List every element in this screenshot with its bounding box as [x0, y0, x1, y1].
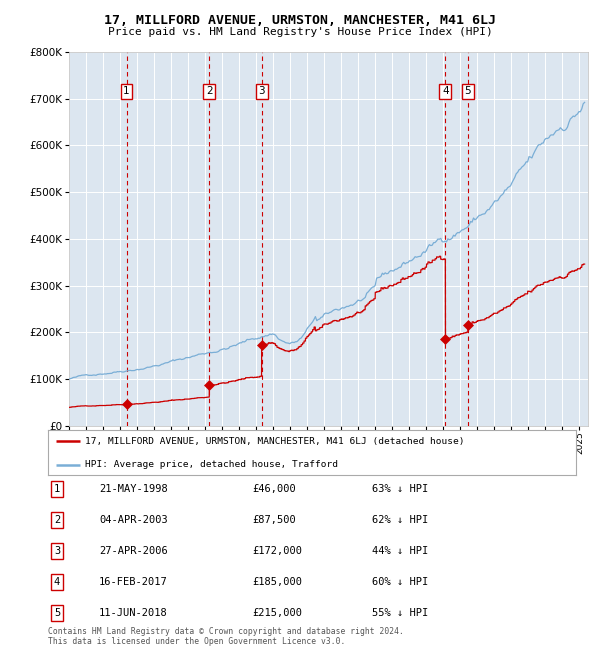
Text: This data is licensed under the Open Government Licence v3.0.: This data is licensed under the Open Gov… — [48, 637, 346, 646]
Text: 3: 3 — [54, 546, 60, 556]
Text: 62% ↓ HPI: 62% ↓ HPI — [372, 515, 428, 525]
Text: 60% ↓ HPI: 60% ↓ HPI — [372, 577, 428, 588]
Text: 11-JUN-2018: 11-JUN-2018 — [99, 608, 168, 618]
Text: 04-APR-2003: 04-APR-2003 — [99, 515, 168, 525]
Text: 2: 2 — [54, 515, 60, 525]
Text: Price paid vs. HM Land Registry's House Price Index (HPI): Price paid vs. HM Land Registry's House … — [107, 27, 493, 37]
Text: 4: 4 — [54, 577, 60, 588]
Text: 21-MAY-1998: 21-MAY-1998 — [99, 484, 168, 494]
Text: 17, MILLFORD AVENUE, URMSTON, MANCHESTER, M41 6LJ: 17, MILLFORD AVENUE, URMSTON, MANCHESTER… — [104, 14, 496, 27]
Text: £87,500: £87,500 — [252, 515, 296, 525]
Text: 3: 3 — [259, 86, 265, 96]
Text: 1: 1 — [123, 86, 130, 96]
Text: 5: 5 — [54, 608, 60, 618]
Text: 4: 4 — [442, 86, 449, 96]
Text: 1: 1 — [54, 484, 60, 494]
Text: 44% ↓ HPI: 44% ↓ HPI — [372, 546, 428, 556]
Text: 55% ↓ HPI: 55% ↓ HPI — [372, 608, 428, 618]
Text: 17, MILLFORD AVENUE, URMSTON, MANCHESTER, M41 6LJ (detached house): 17, MILLFORD AVENUE, URMSTON, MANCHESTER… — [85, 437, 464, 446]
Text: £215,000: £215,000 — [252, 608, 302, 618]
Text: £172,000: £172,000 — [252, 546, 302, 556]
Text: 5: 5 — [464, 86, 471, 96]
Text: 16-FEB-2017: 16-FEB-2017 — [99, 577, 168, 588]
Text: HPI: Average price, detached house, Trafford: HPI: Average price, detached house, Traf… — [85, 460, 338, 469]
Text: 63% ↓ HPI: 63% ↓ HPI — [372, 484, 428, 494]
Text: £46,000: £46,000 — [252, 484, 296, 494]
Text: 27-APR-2006: 27-APR-2006 — [99, 546, 168, 556]
Text: Contains HM Land Registry data © Crown copyright and database right 2024.: Contains HM Land Registry data © Crown c… — [48, 627, 404, 636]
Text: 2: 2 — [206, 86, 212, 96]
Text: £185,000: £185,000 — [252, 577, 302, 588]
